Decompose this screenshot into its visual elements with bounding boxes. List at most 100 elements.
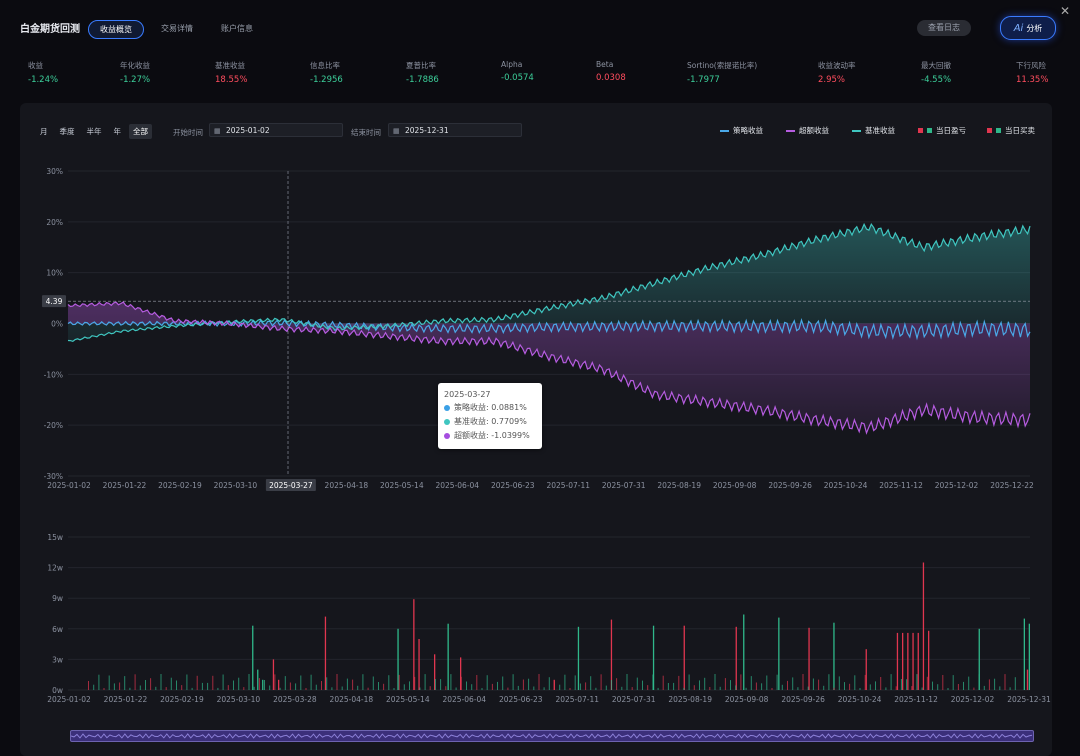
tooltip-dot bbox=[444, 404, 450, 411]
returns-line-chart[interactable]: 30% 20% 10% 0% -10% -20% -30% 2025-01-02 2025-0… bbox=[0, 160, 1080, 496]
trade-bar bbox=[973, 687, 975, 690]
trade-bar bbox=[932, 681, 933, 690]
view-log-button[interactable]: 查看日志 bbox=[917, 20, 971, 36]
trade-bar bbox=[917, 632, 919, 690]
start-date-input[interactable]: ▦ 2025-01-02 bbox=[209, 123, 343, 137]
tab-overview[interactable]: 收益概览 bbox=[88, 20, 144, 39]
trade-bar bbox=[978, 674, 980, 690]
close-icon[interactable]: ✕ bbox=[1060, 4, 1071, 18]
tooltip-row: 基准收益: 0.7709% bbox=[444, 416, 536, 427]
x-tick-label: 2025-06-04 bbox=[442, 695, 486, 704]
tooltip-dot bbox=[444, 432, 450, 439]
tooltip-dot bbox=[444, 418, 450, 425]
trade-bar bbox=[621, 686, 623, 690]
trades-bar-chart[interactable]: 15w 12w 9w 6w 3w 0w 2025-01-02 2025-01-22 2025-… bbox=[0, 528, 1080, 708]
trade-bar bbox=[693, 685, 695, 690]
metric-label: 收益波动率 bbox=[818, 61, 856, 70]
metric-info-ratio: 信息比率 -1.2956 bbox=[310, 60, 343, 85]
period-quarter[interactable]: 季度 bbox=[59, 127, 75, 136]
trade-bar bbox=[326, 677, 328, 690]
trade-bar bbox=[574, 675, 576, 690]
trade-bar bbox=[258, 678, 260, 690]
trade-bar bbox=[952, 675, 954, 690]
trade-bar bbox=[781, 684, 783, 690]
metric-value: -0.0574 bbox=[501, 73, 534, 83]
metrics-row: 收益 -1.24% 年化收益 -1.27% 基准收益 18.55% 信息比率 -… bbox=[0, 60, 1080, 90]
period-month[interactable]: 月 bbox=[40, 127, 48, 136]
period-year[interactable]: 年 bbox=[113, 127, 122, 136]
legend-line-swatch bbox=[720, 129, 729, 132]
range-slider[interactable] bbox=[70, 730, 1034, 742]
legend-excess[interactable]: 超额收益 bbox=[786, 125, 829, 136]
trade-bar bbox=[393, 688, 395, 690]
metric-value: -1.7977 bbox=[687, 75, 720, 85]
trade-bar bbox=[491, 683, 493, 690]
trade-bar bbox=[642, 680, 643, 690]
trade-bar bbox=[397, 628, 399, 690]
ai-analysis-label: 分析 bbox=[1026, 23, 1043, 33]
chart-tooltip: 2025-03-27 策略收益: 0.0881% 基准收益: 0.7709% 超… bbox=[438, 383, 542, 449]
ai-analysis-button[interactable]: Ai 分析 bbox=[1000, 16, 1056, 40]
trade-bar bbox=[409, 681, 410, 690]
trade-bar bbox=[957, 684, 959, 690]
y-tick-label: 9w bbox=[52, 594, 63, 603]
tab-account-info[interactable]: 账户信息 bbox=[221, 24, 253, 33]
calendar-icon: ▦ bbox=[393, 127, 400, 135]
trade-bar bbox=[896, 632, 899, 690]
metric-value: -1.2956 bbox=[310, 75, 343, 85]
trade-bar bbox=[269, 685, 271, 690]
trade-bar bbox=[257, 669, 259, 690]
trade-bar bbox=[688, 674, 690, 690]
trade-bar bbox=[450, 674, 452, 690]
trade-bar bbox=[968, 676, 970, 690]
trade-bar bbox=[921, 687, 923, 690]
period-all[interactable]: 全部 bbox=[129, 124, 152, 139]
metric-label: 最大回撤 bbox=[921, 61, 951, 70]
trade-bar bbox=[844, 682, 845, 690]
x-tick-label: 2025-01-22 bbox=[103, 481, 147, 490]
trade-bar bbox=[704, 677, 706, 690]
end-date-input[interactable]: ▦ 2025-12-31 bbox=[388, 123, 522, 137]
trade-bar bbox=[533, 686, 535, 690]
trade-bar bbox=[662, 675, 664, 690]
crosshair-y-badge bbox=[42, 295, 66, 308]
trade-bar bbox=[792, 677, 794, 690]
trade-bar bbox=[278, 679, 280, 690]
top-bar: 白金期货回测 收益概览 交易详情 账户信息 查看日志 Ai 分析 ✕ bbox=[0, 0, 1080, 56]
trade-bar bbox=[787, 680, 788, 690]
trade-bar bbox=[895, 686, 897, 690]
trade-bar bbox=[1004, 674, 1006, 690]
y-tick-label: -20% bbox=[44, 421, 63, 430]
trade-bar bbox=[652, 625, 655, 690]
legend-strategy[interactable]: 策略收益 bbox=[720, 125, 763, 136]
x-tick-label: 2025-09-26 bbox=[768, 481, 812, 490]
trade-bar bbox=[440, 679, 442, 690]
y-tick-label: -30% bbox=[44, 472, 63, 481]
trade-bar bbox=[808, 627, 810, 690]
trade-bar bbox=[577, 626, 580, 690]
trade-bar bbox=[336, 674, 338, 690]
trade-bar bbox=[212, 675, 214, 690]
trade-bar bbox=[1009, 687, 1011, 690]
trade-bar bbox=[714, 674, 716, 690]
tooltip-row-text: 基准收益: 0.7709% bbox=[454, 417, 527, 426]
range-slider-preview bbox=[71, 733, 1033, 739]
trade-bar bbox=[284, 676, 286, 690]
x-tick-label: 2025-12-22 bbox=[990, 481, 1034, 490]
trade-bar bbox=[906, 679, 908, 690]
legend-daily-trades[interactable]: 当日买卖 bbox=[987, 125, 1035, 136]
legend-daily-pnl[interactable]: 当日盈亏 bbox=[918, 125, 966, 136]
trade-bar bbox=[600, 674, 602, 690]
tab-trade-details[interactable]: 交易详情 bbox=[161, 24, 193, 33]
period-selector: 月 季度 半年 年 全部 bbox=[36, 124, 152, 139]
y-tick-label: 20% bbox=[46, 218, 63, 227]
metric-value: 0.0308 bbox=[596, 73, 626, 83]
trade-bar bbox=[724, 678, 726, 690]
trade-bar bbox=[445, 686, 447, 690]
trade-bar bbox=[331, 687, 333, 690]
trade-bar bbox=[849, 683, 851, 690]
legend-benchmark[interactable]: 基准收益 bbox=[852, 125, 895, 136]
trade-bar bbox=[880, 677, 882, 690]
period-half-year[interactable]: 半年 bbox=[86, 127, 102, 136]
trade-bar bbox=[911, 686, 913, 690]
